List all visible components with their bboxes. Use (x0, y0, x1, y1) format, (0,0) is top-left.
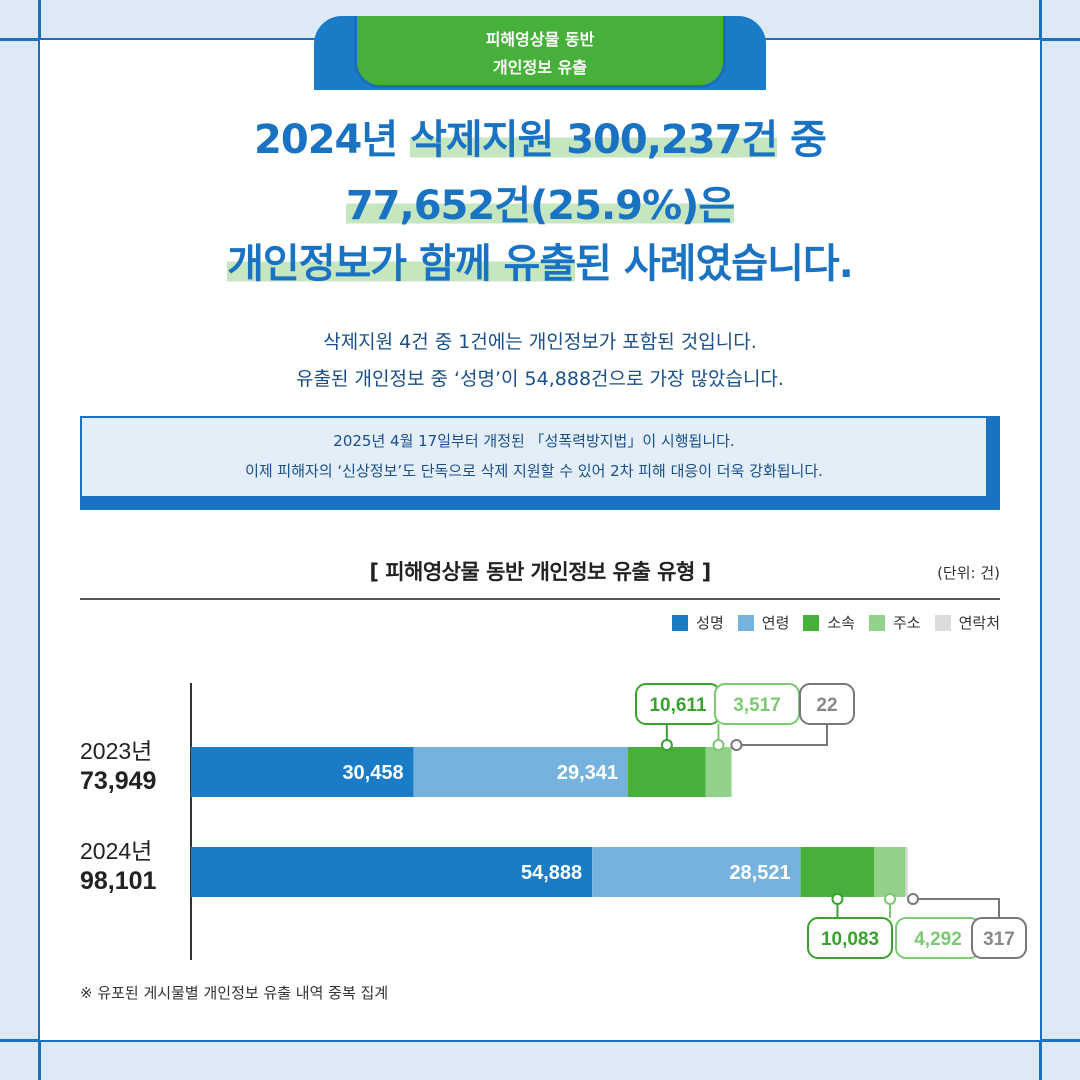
bar-segment-4 (731, 747, 733, 797)
headline-line-1: 2024년 삭제지원 300,237건 중 (80, 110, 1000, 170)
category-total: 98,101 (80, 867, 157, 895)
footnote: ※ 유포된 게시물별 개인정보 유출 내역 중복 집계 (80, 984, 389, 1002)
tab-line-2: 개인정보 유출 (493, 58, 587, 77)
callout-dot (831, 893, 844, 905)
category-label: 2023년 (80, 738, 152, 764)
bar-segment-1 (413, 747, 629, 797)
frame-line-bottom (0, 1039, 1080, 1042)
tab-line-1: 피해영상물 동반 (485, 30, 595, 49)
chart-title: [ 피해영상물 동반 개인정보 유출 유형 ] (369, 560, 711, 584)
notice-line-2: 이제 피해자의 ‘신상정보’도 단독으로 삭제 지원할 수 있어 2차 피해 대… (245, 462, 823, 480)
callout-label: 317 (983, 929, 1015, 950)
notice-box (80, 416, 988, 498)
tab-badge (354, 16, 726, 88)
bar-segment-0 (191, 747, 414, 797)
chart-unit: (단위: 건) (937, 564, 1000, 582)
subtext-line-1: 삭제지원 4건 중 1건에는 개인정보가 포함된 것입니다. (323, 331, 757, 353)
bar-segment-1 (592, 847, 801, 897)
bar-segment-3 (874, 847, 906, 897)
subtext-line-2: 유출된 개인정보 중 ‘성명’이 54,888건으로 가장 많았습니다. (296, 368, 784, 390)
callout-label: 22 (816, 695, 837, 716)
legend-swatch-affiliation (803, 614, 820, 631)
callout-label: 10,083 (821, 929, 879, 950)
bar-segment-2 (800, 847, 875, 897)
legend-label-contact: 연락처 (958, 614, 1000, 632)
legend-label-age: 연령 (761, 614, 790, 632)
headline-3a: 개인정보가 함께 유출 (227, 241, 576, 287)
headline-line-3: 개인정보가 함께 유출된 사례였습니다. (80, 234, 1000, 294)
chart-title-rule (80, 598, 1000, 600)
legend-swatch-address (868, 614, 885, 631)
headline-3b: 된 사례였습니다. (575, 241, 854, 287)
headline-1c: 중 (777, 117, 827, 163)
legend-item-age: 연령 (737, 612, 790, 633)
headline-1a: 2024년 (254, 117, 411, 163)
bar-segment-2 (628, 747, 706, 797)
legend-label-name: 성명 (696, 614, 724, 632)
bar-segment-4 (905, 847, 908, 897)
legend-label-address: 주소 (892, 614, 921, 632)
callout-leader (913, 898, 1000, 918)
legend-swatch-contact (934, 614, 951, 631)
headline-1b: 삭제지원 300,237건 (410, 117, 778, 163)
legend-item-address: 주소 (868, 612, 921, 633)
data-label: 28,521 (729, 862, 790, 884)
legend-item-affiliation: 소속 (803, 612, 855, 633)
chart-legend: 성명 연령 소속 주소 연락처 (672, 612, 1000, 633)
data-label: 29,341 (557, 762, 618, 784)
legend-item-name: 성명 (672, 612, 724, 633)
legend-swatch-age (737, 614, 754, 631)
category-label: 2024년 (80, 838, 152, 864)
callout-dot (883, 893, 896, 905)
callout-label: 4,292 (914, 929, 962, 950)
bar-segment-0 (191, 847, 593, 897)
notice-line-1: 2025년 4월 17일부터 개정된 「성폭력방지법」이 시행됩니다. (333, 432, 735, 450)
callout-dot (660, 739, 673, 751)
callout-box (799, 683, 855, 725)
callout-box (807, 917, 893, 959)
headline-2: 77,652건(25.9%)은 (345, 183, 735, 229)
tab-badge-text: 피해영상물 동반 개인정보 유출 (354, 26, 726, 82)
callout-dot (907, 893, 919, 905)
callout-label: 3,517 (733, 695, 781, 716)
data-label: 54,888 (521, 862, 582, 884)
frame-line-left (38, 0, 41, 1080)
callout-dot (730, 739, 743, 751)
frame-line-right (1039, 0, 1042, 1080)
legend-item-contact: 연락처 (934, 612, 1000, 633)
callout-label: 10,611 (649, 695, 706, 716)
legend-swatch-name (672, 614, 689, 631)
bar-segment-3 (705, 747, 732, 797)
headline-line-2: 77,652건(25.9%)은 (80, 176, 1000, 236)
data-label: 30,458 (342, 762, 403, 784)
legend-label-affiliation: 소속 (827, 614, 855, 632)
category-total: 73,949 (80, 767, 156, 795)
callout-leader (736, 724, 828, 746)
notice-text: 2025년 4월 17일부터 개정된 「성폭력방지법」이 시행됩니다. 이제 피… (80, 426, 988, 486)
callout-box (971, 917, 1027, 959)
callout-dot (712, 739, 725, 751)
